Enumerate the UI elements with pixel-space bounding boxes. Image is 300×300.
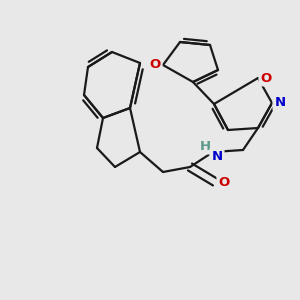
Text: O: O <box>149 58 161 71</box>
Text: N: N <box>212 149 223 163</box>
Text: O: O <box>260 71 272 85</box>
Text: N: N <box>274 97 286 110</box>
Text: O: O <box>218 176 230 188</box>
Text: H: H <box>200 140 211 152</box>
